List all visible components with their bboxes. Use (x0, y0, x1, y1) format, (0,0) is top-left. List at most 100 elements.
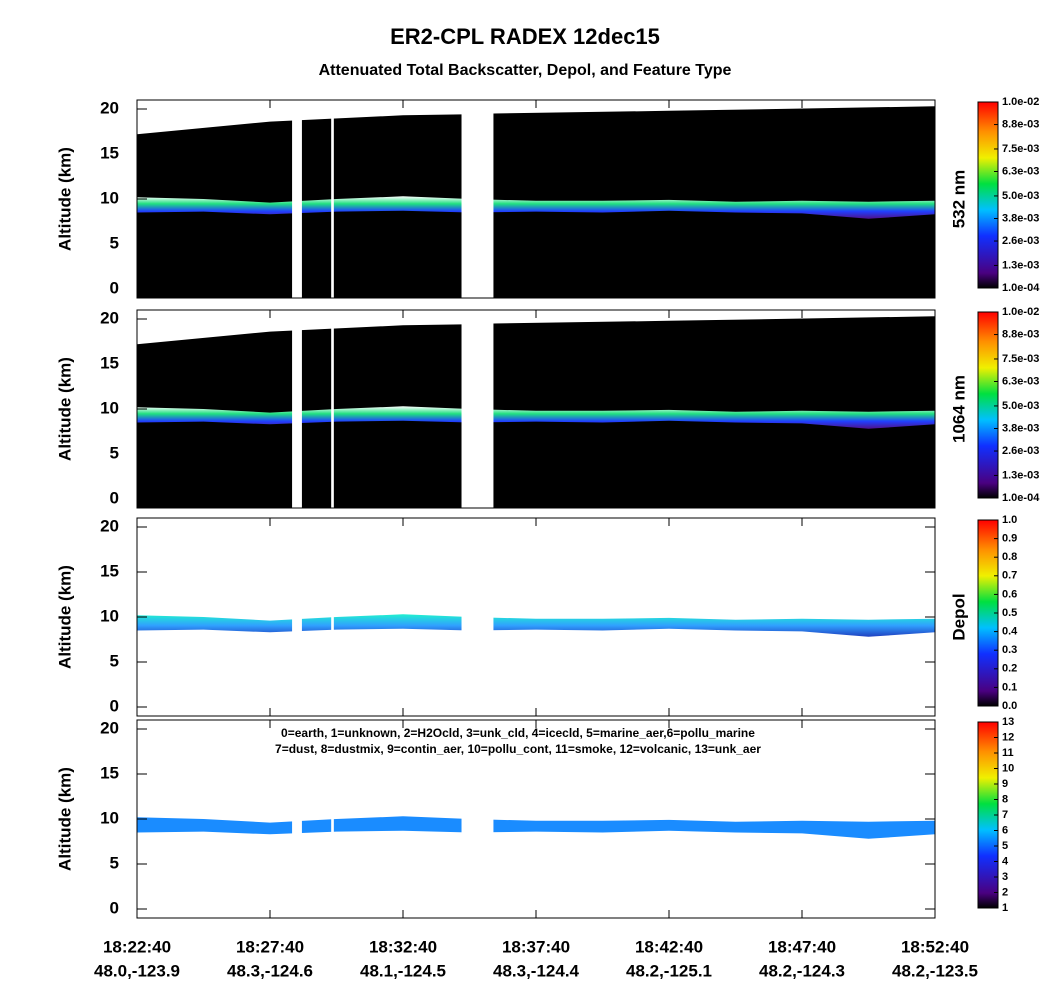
side-label: 532 nm (949, 170, 968, 229)
data-gap (461, 100, 494, 298)
data-gap (331, 100, 334, 298)
colorbar-label: 0.0 (1002, 700, 1017, 712)
x-tick-label: 18:47:40 (768, 937, 836, 956)
colorbar-label: 1.3e-03 (1002, 259, 1039, 271)
x-tick-label: 18:22:40 (103, 937, 171, 956)
colorbar-label: 1.0e-04 (1002, 282, 1040, 294)
y-tick-label: 20 (100, 516, 119, 535)
y-axis-label: Altitude (km) (55, 357, 74, 461)
y-tick-label: 15 (100, 561, 119, 580)
y-tick-label: 15 (100, 763, 119, 782)
x-location-label: 48.0,-123.9 (94, 961, 180, 980)
annotation: 0=earth, 1=unknown, 2=H2Ocld, 3=unk_cld,… (281, 726, 755, 740)
y-tick-label: 10 (100, 398, 119, 417)
data-gap (292, 518, 302, 716)
colorbar-label: 0.4 (1002, 626, 1018, 638)
x-tick-label: 18:37:40 (502, 937, 570, 956)
plot-area (137, 310, 935, 508)
colorbar (977, 101, 999, 289)
colorbar-label: 8.8e-03 (1002, 118, 1039, 130)
colorbar-label: 7 (1002, 809, 1008, 821)
x-tick-label: 18:27:40 (236, 937, 304, 956)
data-gap (461, 518, 494, 716)
colorbar-label: 7.5e-03 (1002, 143, 1039, 155)
colorbar-label: 1.0e-02 (1002, 96, 1039, 108)
plot-area (137, 100, 935, 298)
cloud-layer (137, 614, 935, 637)
side-label: Depol (949, 593, 968, 640)
x-tick-label: 18:42:40 (635, 937, 703, 956)
cloud-layer (137, 406, 935, 429)
y-tick-label: 15 (100, 353, 119, 372)
x-tick-label: 18:32:40 (369, 937, 437, 956)
colorbar-label: 2 (1002, 886, 1008, 898)
title: ER2-CPL RADEX 12dec15 (390, 24, 660, 49)
y-tick-label: 0 (110, 696, 119, 715)
y-tick-label: 15 (100, 143, 119, 162)
colorbar-label: 1.0e-02 (1002, 306, 1039, 318)
x-tick-label: 18:52:40 (901, 937, 969, 956)
y-tick-label: 20 (100, 98, 119, 117)
subtitle: Attenuated Total Backscatter, Depol, and… (319, 62, 732, 79)
y-tick-label: 0 (110, 898, 119, 917)
colorbar-label: 4 (1002, 855, 1009, 867)
y-tick-label: 0 (110, 278, 119, 297)
colorbar-label: 0.1 (1002, 681, 1017, 693)
colorbar-label: 8.8e-03 (1002, 328, 1039, 340)
data-gap (331, 518, 334, 716)
y-axis-label: Altitude (km) (55, 565, 74, 669)
colorbar-label: 1.3e-03 (1002, 469, 1039, 481)
data-gap (461, 310, 494, 508)
side-label: 1064 nm (949, 375, 968, 443)
colorbar-label: 0.6 (1002, 588, 1017, 600)
colorbar-label: 0.8 (1002, 551, 1017, 563)
plot-area (137, 518, 935, 716)
x-location-label: 48.1,-124.5 (360, 961, 446, 980)
colorbar-label: 6.3e-03 (1002, 375, 1039, 387)
plot-area (137, 720, 935, 918)
y-tick-label: 20 (100, 308, 119, 327)
colorbar-label: 3.8e-03 (1002, 212, 1039, 224)
colorbar-label: 5 (1002, 840, 1008, 852)
colorbar-label: 5.0e-03 (1002, 190, 1039, 202)
cloud-layer (137, 196, 935, 219)
colorbar-label: 1.0 (1002, 514, 1017, 526)
colorbar-label: 0.3 (1002, 644, 1017, 656)
colorbar-label: 3 (1002, 871, 1008, 883)
x-location-label: 48.2,-124.3 (759, 961, 845, 980)
colorbar-label: 7.5e-03 (1002, 353, 1039, 365)
y-tick-label: 10 (100, 188, 119, 207)
y-tick-label: 5 (110, 443, 119, 462)
colorbar-label: 0.2 (1002, 663, 1017, 675)
colorbar-label: 6 (1002, 824, 1008, 836)
colorbar-label: 11 (1002, 747, 1014, 759)
colorbar-label: 13 (1002, 716, 1014, 728)
colorbar-label: 9 (1002, 778, 1008, 790)
data-gap (292, 720, 302, 918)
data-gap (461, 720, 494, 918)
colorbar-label: 3.8e-03 (1002, 422, 1039, 434)
colorbar-label: 6.3e-03 (1002, 165, 1039, 177)
annotation: 7=dust, 8=dustmix, 9=contin_aer, 10=poll… (275, 742, 761, 756)
colorbar-label: 8 (1002, 793, 1008, 805)
y-tick-label: 20 (100, 718, 119, 737)
y-axis-label: Altitude (km) (55, 767, 74, 871)
colorbar-label: 5.0e-03 (1002, 400, 1039, 412)
y-axis-label: Altitude (km) (55, 147, 74, 251)
colorbar-label: 0.9 (1002, 533, 1017, 545)
y-tick-label: 0 (110, 488, 119, 507)
colorbar-label: 0.5 (1002, 607, 1017, 619)
y-tick-label: 5 (110, 233, 119, 252)
data-gap (292, 310, 302, 508)
y-tick-label: 5 (110, 853, 119, 872)
colorbar-label: 10 (1002, 762, 1014, 774)
colorbar-label: 0.7 (1002, 570, 1017, 582)
data-gap (331, 310, 334, 508)
colorbar-label: 2.6e-03 (1002, 235, 1039, 247)
colorbar (977, 311, 999, 499)
colorbar-label: 1.0e-04 (1002, 492, 1040, 504)
x-location-label: 48.3,-124.6 (227, 961, 313, 980)
data-gap (292, 100, 302, 298)
